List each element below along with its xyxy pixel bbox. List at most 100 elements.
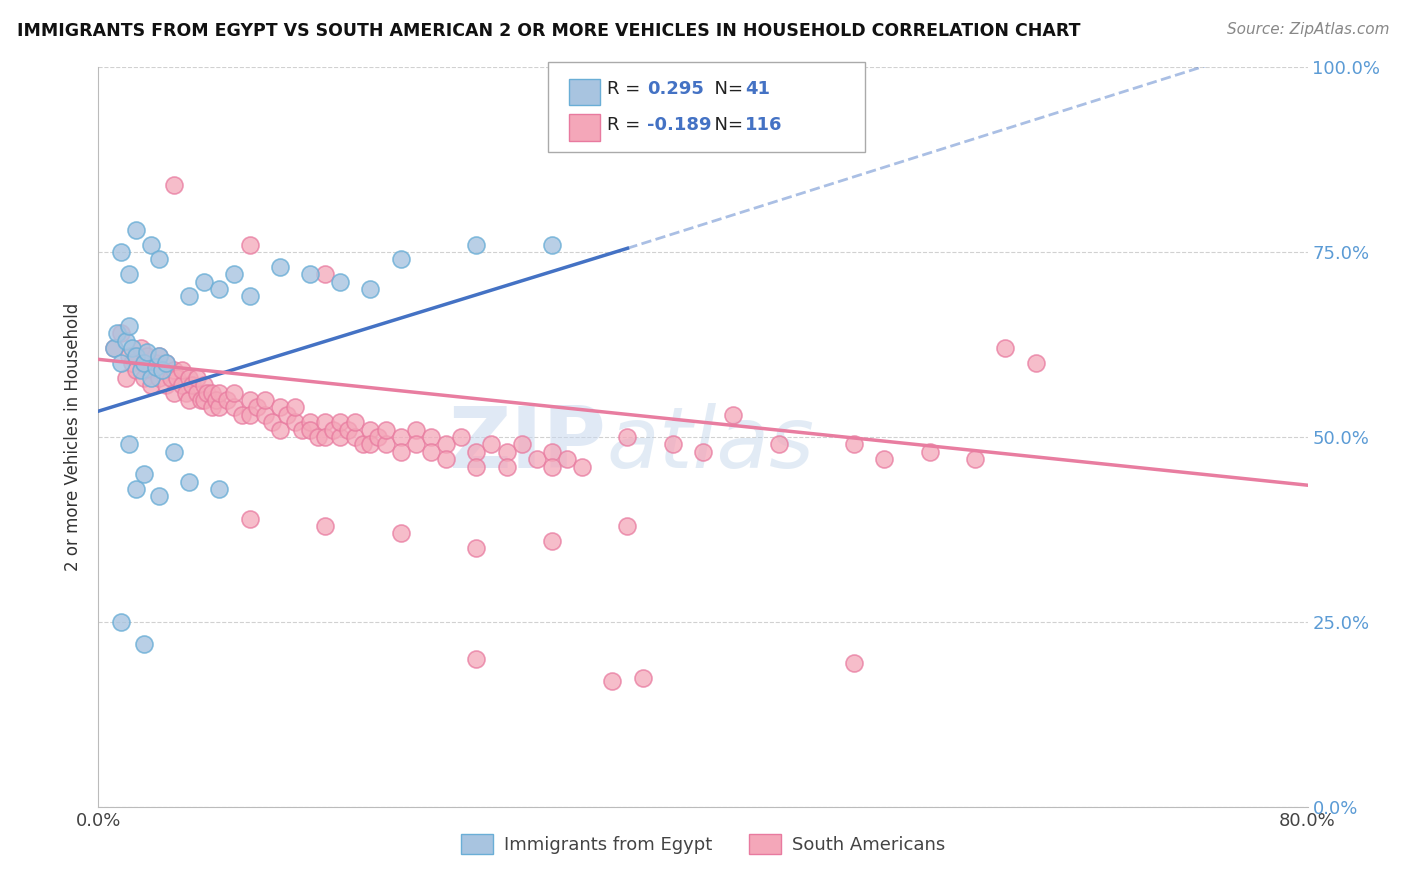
- Point: [132, 356, 155, 370]
- Point: [193, 392, 215, 407]
- Point: [420, 445, 443, 459]
- Point: [1024, 356, 1046, 370]
- Point: [276, 408, 298, 422]
- Point: [299, 423, 322, 437]
- Point: [132, 637, 155, 651]
- Point: [103, 341, 125, 355]
- Point: [208, 482, 231, 496]
- Point: [179, 371, 201, 385]
- Point: [155, 356, 177, 370]
- Point: [141, 363, 163, 377]
- Point: [434, 437, 457, 451]
- Text: N=: N=: [703, 80, 749, 98]
- Point: [510, 437, 533, 451]
- Point: [148, 252, 170, 267]
- Point: [540, 533, 562, 548]
- Point: [616, 430, 638, 444]
- Point: [110, 244, 132, 259]
- Point: [239, 289, 262, 303]
- Point: [110, 615, 132, 630]
- Point: [125, 363, 148, 377]
- Point: [329, 275, 352, 289]
- Point: [314, 267, 336, 281]
- Point: [118, 267, 141, 281]
- Point: [465, 541, 488, 555]
- Point: [239, 237, 262, 252]
- Point: [374, 437, 396, 451]
- Point: [540, 237, 562, 252]
- Point: [314, 430, 336, 444]
- Point: [239, 392, 262, 407]
- Point: [163, 445, 186, 459]
- Point: [360, 423, 382, 437]
- Point: [163, 178, 186, 193]
- Point: [129, 341, 152, 355]
- Point: [110, 356, 132, 370]
- Point: [692, 445, 714, 459]
- Point: [224, 401, 246, 415]
- Point: [155, 378, 177, 392]
- Point: [307, 430, 329, 444]
- Point: [205, 392, 228, 407]
- Point: [141, 371, 163, 385]
- Point: [179, 475, 201, 489]
- Point: [195, 385, 218, 400]
- Point: [148, 371, 170, 385]
- Point: [420, 430, 443, 444]
- Text: N=: N=: [703, 116, 749, 134]
- Point: [873, 452, 896, 467]
- Point: [389, 252, 412, 267]
- Text: ZIP: ZIP: [449, 403, 606, 486]
- Point: [208, 385, 231, 400]
- Point: [269, 401, 291, 415]
- Point: [269, 423, 291, 437]
- Point: [150, 363, 173, 377]
- Point: [208, 401, 231, 415]
- Point: [495, 445, 517, 459]
- Point: [465, 652, 488, 666]
- Point: [571, 459, 593, 474]
- Point: [239, 408, 262, 422]
- Point: [374, 423, 396, 437]
- Point: [239, 511, 262, 525]
- Point: [246, 401, 269, 415]
- Point: [299, 415, 322, 429]
- Point: [110, 326, 132, 341]
- Point: [224, 267, 246, 281]
- Point: [105, 326, 128, 341]
- Point: [329, 430, 352, 444]
- Point: [170, 363, 193, 377]
- Point: [231, 408, 253, 422]
- Point: [481, 437, 503, 451]
- Point: [434, 452, 457, 467]
- Point: [540, 445, 562, 459]
- Point: [631, 671, 654, 685]
- Y-axis label: 2 or more Vehicles in Household: 2 or more Vehicles in Household: [65, 303, 83, 571]
- Text: Source: ZipAtlas.com: Source: ZipAtlas.com: [1226, 22, 1389, 37]
- Point: [132, 356, 155, 370]
- Point: [163, 385, 186, 400]
- Point: [405, 437, 427, 451]
- Point: [132, 467, 155, 482]
- Point: [181, 378, 204, 392]
- Point: [179, 392, 201, 407]
- Point: [145, 359, 167, 374]
- Point: [141, 378, 163, 392]
- Point: [160, 371, 183, 385]
- Point: [465, 459, 488, 474]
- Point: [540, 459, 562, 474]
- Point: [329, 415, 352, 429]
- Point: [661, 437, 683, 451]
- Point: [314, 519, 336, 533]
- Point: [965, 452, 987, 467]
- Point: [201, 401, 224, 415]
- Point: [360, 282, 382, 296]
- Point: [253, 408, 276, 422]
- Point: [844, 656, 866, 670]
- Point: [352, 437, 374, 451]
- Text: IMMIGRANTS FROM EGYPT VS SOUTH AMERICAN 2 OR MORE VEHICLES IN HOUSEHOLD CORRELAT: IMMIGRANTS FROM EGYPT VS SOUTH AMERICAN …: [17, 22, 1080, 40]
- Point: [148, 349, 170, 363]
- Point: [344, 430, 367, 444]
- Point: [166, 371, 188, 385]
- Point: [193, 275, 215, 289]
